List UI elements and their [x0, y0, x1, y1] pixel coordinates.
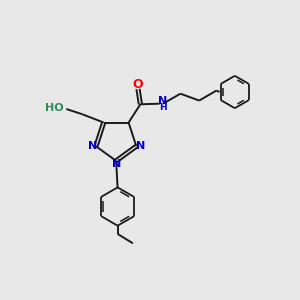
- Text: H: H: [159, 103, 167, 112]
- Text: N: N: [136, 141, 145, 151]
- Text: N: N: [112, 159, 121, 170]
- Text: HO: HO: [45, 103, 64, 112]
- Text: N: N: [88, 141, 97, 151]
- Text: N: N: [158, 96, 168, 106]
- Text: O: O: [133, 78, 143, 92]
